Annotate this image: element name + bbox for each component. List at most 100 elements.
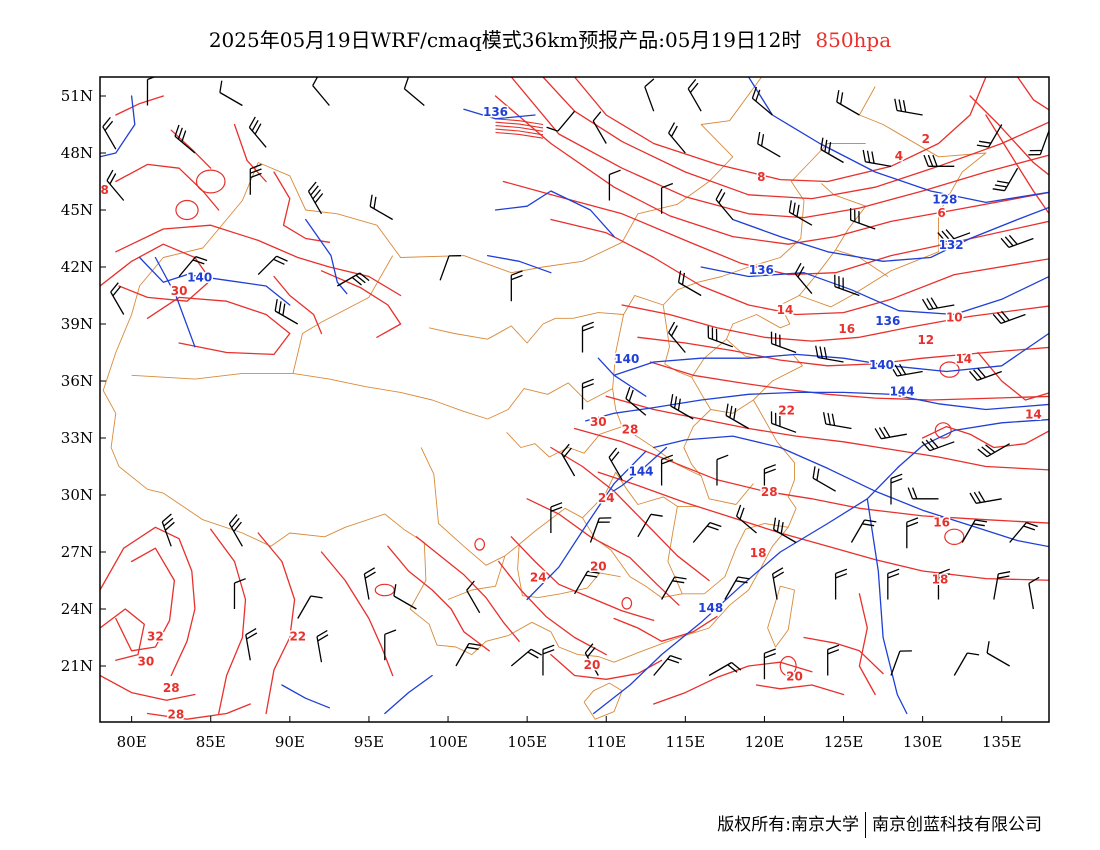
wind-barb	[772, 517, 797, 544]
wind-barb	[937, 229, 971, 243]
wind-barb	[953, 652, 980, 676]
wind-barb	[466, 580, 481, 614]
wind-barb	[393, 584, 417, 610]
wind-barb	[862, 149, 892, 167]
lat-label: 36N	[61, 372, 93, 390]
wind-barb	[653, 654, 682, 676]
wind-barb	[937, 568, 950, 600]
lon-label: 115E	[666, 733, 706, 751]
wind-barb	[834, 274, 860, 297]
lat-label: 39N	[61, 315, 93, 333]
wind-barb	[715, 188, 734, 220]
temperature-label: 8	[101, 183, 109, 197]
height-label: 140	[614, 352, 639, 366]
wind-barb	[716, 454, 729, 486]
temperature-label: 8	[757, 170, 765, 184]
wind-barb	[907, 487, 939, 500]
wind-barb	[1028, 576, 1040, 610]
wind-barb	[992, 167, 1019, 192]
axis-labels: 51N 48N 45N 42N 39N 36N 33N 30N 27N 24N 21N 80E 85E 9…	[61, 87, 1022, 751]
wind-barb	[403, 77, 425, 106]
wind-barb	[510, 648, 543, 667]
lat-label: 27N	[61, 543, 93, 561]
wind-barb	[725, 403, 749, 430]
wind-barb	[757, 131, 781, 158]
temperature-label: 12	[917, 333, 934, 347]
lon-label: 120E	[745, 733, 785, 751]
height-label: 148	[698, 601, 723, 615]
wind-barb	[850, 519, 877, 543]
height-label: 136	[749, 263, 774, 277]
temperature-label: 28	[168, 708, 185, 722]
lat-label: 21N	[61, 657, 93, 675]
wind-barb	[874, 426, 907, 440]
lon-label: 125E	[824, 733, 864, 751]
wind-barb	[106, 169, 125, 201]
wind-barb	[992, 310, 1026, 325]
wind-barb	[770, 411, 797, 433]
lat-label: 24N	[61, 600, 93, 618]
temperature-label: 28	[622, 423, 639, 437]
temperature-label: 32	[147, 630, 164, 644]
lon-label: 100E	[428, 733, 468, 751]
lon-label: 110E	[586, 733, 626, 751]
lat-label: 51N	[61, 87, 93, 105]
wind-barb	[751, 86, 773, 116]
wind-barb	[906, 517, 919, 549]
lat-label: 48N	[61, 144, 93, 162]
lat-label: 33N	[61, 429, 93, 447]
wind-barb	[102, 116, 117, 150]
wind-barb	[1028, 129, 1049, 156]
wind-barb	[812, 466, 836, 492]
wind-barb	[661, 576, 687, 600]
wind-barb	[592, 111, 607, 144]
wind-barb	[584, 643, 599, 676]
wind-barb	[770, 331, 797, 354]
wind-barb	[581, 321, 594, 353]
wind-barb	[660, 454, 674, 486]
temperature-label: 28	[761, 485, 778, 499]
temperature-label: 22	[289, 630, 306, 644]
wind-barb	[297, 595, 323, 619]
temperature-label: 30	[590, 415, 607, 429]
temperature-label: 2	[922, 132, 930, 146]
wind-barb	[890, 650, 912, 676]
temperature-label: 30	[171, 284, 188, 298]
wind-barb	[771, 567, 785, 600]
temperature-label: 30	[138, 654, 155, 668]
height-label: 136	[875, 314, 900, 328]
wind-barb	[822, 412, 852, 430]
wind-barb	[887, 568, 900, 600]
temperature-label: 4	[895, 149, 903, 163]
height-label: 136	[483, 105, 508, 119]
wind-barb	[316, 629, 329, 663]
wind-barb	[788, 200, 813, 226]
lon-label: 90E	[275, 733, 305, 751]
temperature-contours	[100, 77, 1049, 720]
wind-barb	[257, 255, 288, 276]
wind-barb	[228, 514, 243, 547]
wind-barb	[969, 491, 1002, 504]
lon-label: 95E	[354, 733, 384, 751]
wind-barb	[986, 641, 1010, 667]
height-label: 140	[187, 271, 212, 285]
wind-barb	[820, 137, 844, 164]
temperature-label: 22	[778, 404, 795, 418]
wind-barb	[735, 504, 757, 534]
map-frame	[99, 76, 1050, 723]
wind-barb	[660, 182, 674, 214]
copyright-credit: 版权所有:南京大学 南京创蓝科技有限公司	[717, 810, 1042, 838]
wind-barb	[439, 255, 462, 281]
wind-barb	[670, 394, 694, 420]
wind-barb	[890, 363, 923, 377]
lon-label: 105E	[507, 733, 547, 751]
wind-barb	[637, 513, 663, 538]
temperature-label: 6	[937, 206, 945, 220]
wind-barb	[836, 90, 860, 116]
temperature-label: 10	[946, 310, 963, 324]
title-text: 2025年05月19日WRF/cmaq模式36km预报产品:05月19日12时	[208, 28, 802, 52]
wind-barb	[1000, 234, 1034, 249]
wind-barb	[724, 576, 750, 600]
height-label: 132	[939, 238, 964, 252]
